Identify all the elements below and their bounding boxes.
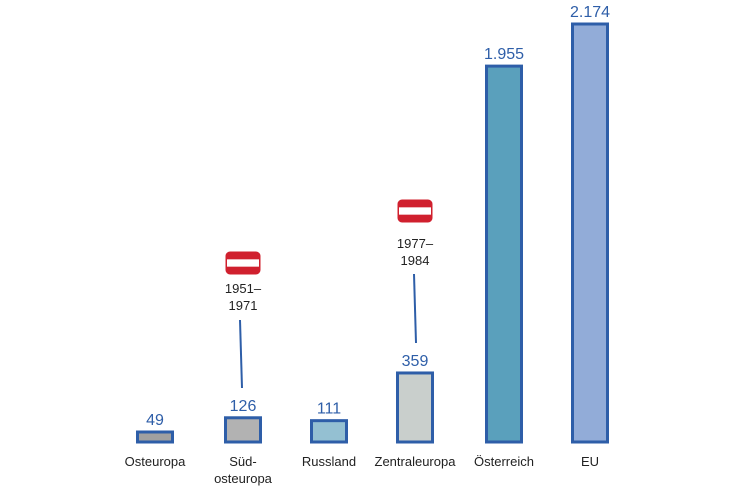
annotation-label-0-0: 1951– bbox=[225, 281, 262, 296]
annotation-label-1-0: 1977– bbox=[397, 236, 434, 251]
bar-3 bbox=[396, 371, 434, 444]
bar-0 bbox=[136, 430, 174, 444]
bar-2 bbox=[310, 419, 348, 444]
value-label-3: 359 bbox=[402, 353, 429, 370]
category-label-2-0: Russland bbox=[302, 454, 356, 469]
annotation-connector-0 bbox=[239, 319, 243, 389]
flag-white-band-0 bbox=[227, 259, 259, 267]
category-label-1-0: Süd- bbox=[229, 454, 256, 469]
annotation-label-0-1: 1971 bbox=[229, 298, 258, 313]
annotation-connector-1 bbox=[413, 273, 417, 344]
annotation-label-1-1: 1984 bbox=[401, 253, 430, 268]
category-label-4-0: Österreich bbox=[474, 454, 534, 469]
category-label-0-0: Osteuropa bbox=[125, 454, 186, 469]
austria-flag-icon-0 bbox=[225, 251, 261, 275]
flag-white-band-1 bbox=[399, 207, 431, 215]
category-label-3-0: Zentraleuropa bbox=[375, 454, 457, 469]
value-label-5: 2.174 bbox=[570, 4, 610, 21]
bar-5 bbox=[571, 22, 609, 444]
austria-flag-icon-1 bbox=[397, 199, 433, 223]
value-label-0: 49 bbox=[146, 412, 164, 429]
category-label-1-1: osteuropa bbox=[214, 471, 273, 486]
bar-4 bbox=[485, 64, 523, 444]
value-label-1: 126 bbox=[230, 398, 257, 415]
category-label-5-0: EU bbox=[581, 454, 599, 469]
bar-1 bbox=[224, 416, 262, 444]
value-label-2: 111 bbox=[317, 401, 341, 418]
value-label-4: 1.955 bbox=[484, 46, 524, 63]
